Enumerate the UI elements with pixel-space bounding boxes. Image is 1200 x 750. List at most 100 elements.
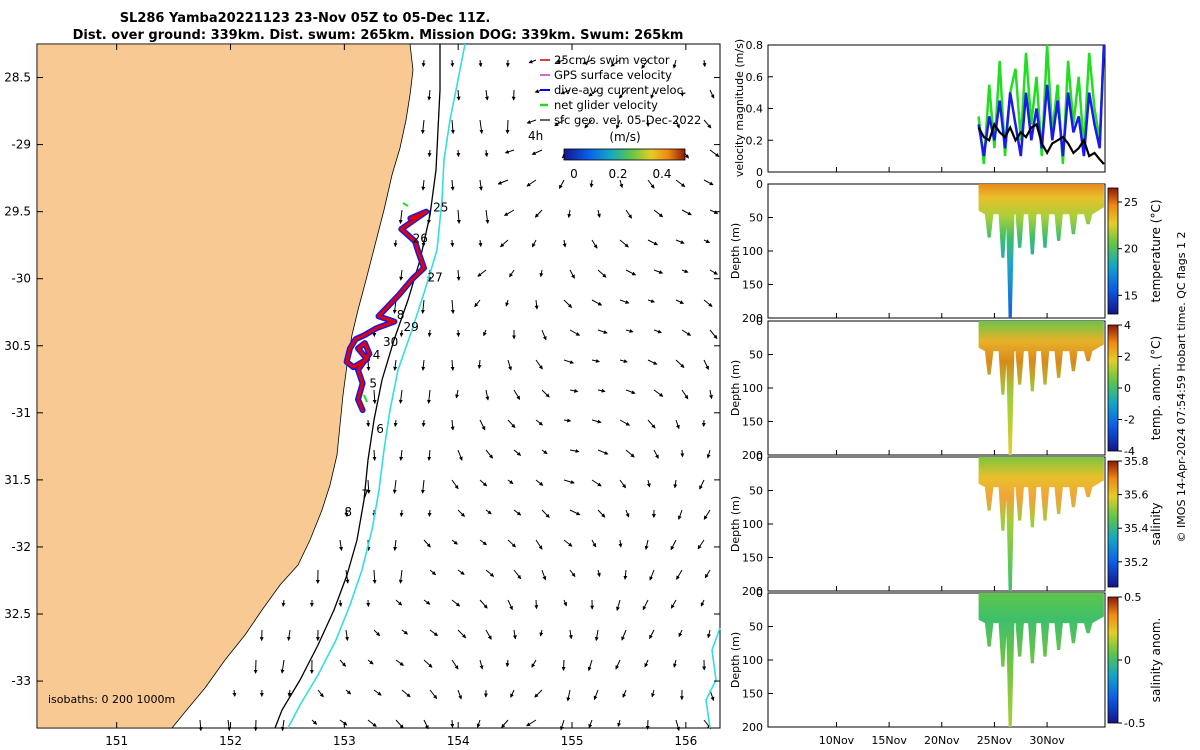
legend-label: 25cm/s swim vector — [554, 53, 670, 67]
colorbar-tick-label: 15 — [1124, 289, 1138, 302]
geo-velocity-arrow — [507, 479, 514, 485]
colorbar-tick-label: 35.8 — [1124, 455, 1149, 468]
geo-velocity-arrow — [392, 479, 397, 494]
geo-velocity-arrow — [395, 599, 403, 606]
section-y-tick-label: 50 — [749, 349, 763, 362]
colorbar-tick: 0.4 — [652, 167, 671, 181]
geo-velocity-arrow — [588, 89, 599, 97]
geo-velocity-arrow — [707, 629, 711, 639]
geo-velocity-arrow — [450, 119, 455, 135]
velocity-y-tick-label: 0.2 — [746, 134, 764, 147]
geo-velocity-arrow — [617, 719, 622, 728]
geo-velocity-arrow — [709, 89, 715, 99]
geo-velocity-arrow — [423, 719, 429, 730]
section-data — [978, 593, 1104, 727]
geo-velocity-arrow — [653, 329, 662, 334]
geo-velocity-arrow — [642, 599, 649, 611]
section-y-tick-label: 0 — [756, 587, 763, 600]
geo-velocity-arrow — [484, 89, 489, 101]
credit-line: © IMOS 14-Apr-2024 07:54:59 Hobart time.… — [1175, 232, 1188, 543]
geo-velocity-arrow — [429, 569, 437, 576]
geo-velocity-arrow — [675, 179, 686, 188]
section-y-tick-label: 100 — [742, 518, 763, 531]
geo-velocity-arrow — [541, 509, 550, 518]
geo-velocity-arrow — [457, 689, 462, 700]
map-y-tick-label: 32.5 — [4, 607, 31, 621]
velocity-y-tick-label: 0.8 — [746, 39, 764, 52]
geo-velocity-arrow — [703, 509, 711, 520]
geo-velocity-arrow — [597, 509, 606, 518]
geo-velocity-arrow — [616, 119, 621, 129]
geo-velocity-arrow — [505, 659, 510, 668]
geo-velocity-arrow — [507, 359, 512, 371]
time-x-tick-label: 15Nov — [871, 734, 907, 747]
geo-velocity-arrow — [501, 719, 509, 729]
legend-label: dive-avg current veloc. — [554, 83, 687, 97]
geo-velocity-arrow — [497, 179, 509, 185]
geo-velocity-arrow — [615, 659, 621, 670]
geo-velocity-arrow — [513, 389, 521, 400]
geo-velocity-arrow — [569, 449, 580, 453]
map-y-tick-label: -33 — [11, 674, 31, 688]
geo-velocity-arrow — [672, 59, 677, 69]
geo-velocity-arrow — [507, 539, 516, 548]
time-x-tick-label: 30Nov — [1029, 734, 1065, 747]
geo-velocity-arrow — [618, 89, 627, 99]
title-line-2: Dist. over ground: 339km. Dist. swum: 26… — [73, 28, 684, 43]
day-label: 4 — [373, 348, 381, 362]
geo-velocity-arrow — [587, 659, 593, 672]
isobath-1000m-ne — [705, 627, 721, 729]
geo-velocity-arrow — [647, 299, 656, 303]
geo-velocity-arrow — [429, 629, 439, 637]
geo-velocity-arrow — [485, 389, 490, 401]
geo-velocity-arrow — [647, 359, 658, 365]
geo-velocity-arrow — [596, 209, 601, 218]
geo-velocity-arrow — [456, 329, 461, 338]
geo-velocity-arrow — [568, 629, 573, 640]
colorbar-tick-label: 35.6 — [1124, 489, 1149, 502]
colorbar-tick-label: 4 — [1124, 319, 1131, 332]
section-y-tick-label: 100 — [742, 654, 763, 667]
geo-velocity-arrow — [485, 569, 495, 577]
geo-velocity-arrow — [455, 389, 460, 399]
section-y-tick-label: 200 — [742, 585, 763, 598]
geo-velocity-arrow — [399, 329, 404, 338]
section-y-tick-label: 100 — [742, 382, 763, 395]
geo-velocity-arrow — [703, 239, 711, 244]
section-colorbar — [1107, 324, 1119, 452]
geo-velocity-arrow — [395, 659, 404, 666]
day-label: 5 — [369, 376, 377, 390]
geo-velocity-arrow — [560, 719, 565, 731]
geo-velocity-arrow — [584, 119, 593, 129]
geo-velocity-arrow — [706, 449, 711, 459]
geo-velocity-arrow — [399, 269, 404, 281]
glider-track-swim — [345, 210, 428, 412]
geo-velocity-arrow — [593, 689, 599, 701]
geo-velocity-arrow — [477, 269, 487, 277]
geo-velocity-arrow — [512, 629, 517, 640]
section-y-tick-label: 50 — [749, 485, 763, 498]
geo-velocity-arrow — [399, 449, 404, 461]
geo-velocity-arrow — [479, 659, 484, 670]
geo-velocity-arrow — [675, 419, 680, 430]
geo-velocity-arrow — [535, 419, 543, 426]
geo-velocity-arrow — [535, 479, 544, 486]
geo-velocity-arrow — [286, 629, 291, 642]
geo-velocity-arrow — [401, 689, 411, 698]
section-colorbar — [1107, 187, 1119, 315]
geo-velocity-arrow — [531, 149, 543, 155]
day-label: 8 — [344, 505, 352, 519]
geo-velocity-arrow — [653, 389, 664, 397]
scale-label: 4h — [528, 129, 543, 143]
section-ylabel: Depth (m) — [729, 360, 742, 416]
day-label: 25 — [433, 201, 448, 215]
geo-velocity-arrow — [591, 358, 600, 363]
section-y-tick-label: 0 — [756, 315, 763, 328]
geo-velocity-arrow — [483, 329, 487, 337]
velocity-ylabel: velocity magnitude (m/s) — [733, 39, 746, 177]
day-label: 27 — [427, 270, 442, 284]
geo-velocity-arrow — [700, 599, 705, 607]
geo-velocity-arrow — [541, 329, 547, 341]
